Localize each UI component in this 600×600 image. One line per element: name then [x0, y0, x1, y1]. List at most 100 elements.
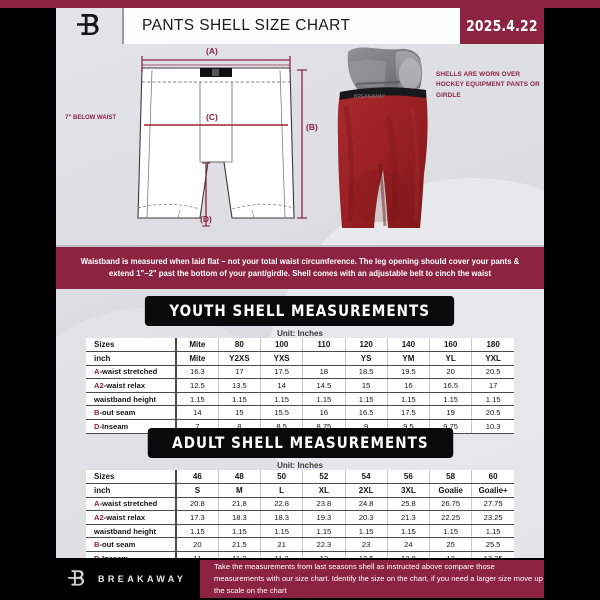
- table-row: inch Mite Y2XS YXS YS YM YL YXL: [86, 351, 514, 366]
- table-cell: YS: [345, 351, 388, 366]
- table-cell: 25: [429, 537, 473, 553]
- header-logo: [56, 8, 122, 44]
- row-label: A2-waist relax: [86, 510, 177, 525]
- table-cell: 1.15: [387, 392, 431, 407]
- table-cell: Mite: [176, 338, 219, 353]
- table-cell: 1.15: [345, 392, 388, 407]
- table-cell: 12: [302, 551, 346, 558]
- table-cell: 17.3: [176, 510, 219, 525]
- table-cell: 18: [302, 365, 346, 380]
- row-label: waistband height: [86, 524, 177, 539]
- table-cell: 160: [429, 338, 473, 353]
- row-label-key: A2: [94, 381, 104, 391]
- adult-unit-label: Unit: Inches: [277, 461, 323, 470]
- table-cell: 24.8: [345, 497, 388, 512]
- table-cell: 46: [176, 470, 219, 485]
- table-row: inch S M L XL 2XL 3XL Goalie Goalie+: [86, 483, 514, 498]
- table-cell: 16.5: [429, 378, 473, 393]
- table-cell: M: [218, 483, 262, 498]
- table-cell: 12.5: [345, 551, 388, 558]
- table-cell: 80: [218, 338, 262, 353]
- table-cell: 15.5: [260, 405, 304, 421]
- table-cell: 1.15: [471, 524, 514, 539]
- table-row: B-out seam 14 15 15.5 16 16.5 17.5 19 20.5: [86, 405, 514, 421]
- table-cell: 17.5: [387, 405, 431, 421]
- diagram-area: 7" BELOW WAIST: [56, 44, 544, 242]
- row-label-key: A: [94, 367, 100, 377]
- page-title: PANTS SHELL SIZE CHART: [142, 17, 351, 34]
- table-cell: 19.3: [302, 510, 346, 525]
- table-cell: 60: [471, 470, 514, 485]
- table-cell: 19.5: [387, 365, 431, 380]
- date-label: 2025.4.22: [466, 17, 538, 35]
- row-label: A2-waist relax: [86, 378, 177, 393]
- table-cell: 54: [345, 470, 388, 485]
- row-label-key: A2: [94, 513, 104, 523]
- table-cell: 1.15: [429, 392, 473, 407]
- table-cell: 24: [387, 537, 431, 553]
- table-cell: 27.75: [471, 497, 514, 512]
- table-cell: 110: [302, 338, 346, 353]
- chart-sheet: PANTS SHELL SIZE CHART 2025.4.22 7" BELO…: [56, 8, 544, 558]
- table-row: D-Inseam1111.311.31212.512.81313.25: [86, 551, 514, 558]
- adult-section-title: ADULT SHELL MEASUREMENTS: [147, 428, 453, 458]
- table-cell: 20: [176, 537, 219, 553]
- table-row: A-waist stretched 16.3 17 17.5 18 18.5 19.5 20 2…: [86, 365, 514, 380]
- row-label-key: A: [94, 499, 100, 509]
- youth-measurements-table: Sizes Mite 80 100 110 120 140 160 180 inch Mite Y2X…: [86, 338, 514, 434]
- row-label: Sizes: [86, 338, 177, 353]
- table-row: waistband height 1.15 1.15 1.15 1.15 1.15 1.15…: [86, 392, 514, 407]
- table-cell: 58: [429, 470, 473, 485]
- table-cell: 50: [260, 470, 304, 485]
- table-cell: 20: [429, 365, 473, 380]
- row-label: waistband height: [86, 392, 177, 407]
- table-cell: 1.15: [218, 392, 262, 407]
- table-cell: 21.5: [218, 537, 262, 553]
- table-cell: 14: [176, 405, 219, 421]
- table-cell: 23.8: [302, 497, 346, 512]
- adult-section-header: ADULT SHELL MEASUREMENTS Unit: Inches: [56, 428, 544, 470]
- diagram-label-d: (D): [200, 214, 212, 224]
- table-cell: 21.8: [218, 497, 262, 512]
- table-cell: Y2XS: [218, 351, 262, 366]
- table-cell: 1.15: [176, 392, 219, 407]
- table-cell: 13.25: [471, 551, 514, 558]
- table-cell: 11.3: [218, 551, 262, 558]
- table-cell: 15: [218, 405, 262, 421]
- diagram-label-a: (A): [206, 46, 218, 56]
- table-row: Sizes Mite 80 100 110 120 140 160 180: [86, 338, 514, 353]
- table-cell: 2XL: [345, 483, 388, 498]
- table-cell: 22.8: [260, 497, 304, 512]
- table-cell: YL: [429, 351, 473, 366]
- table-cell: 12.5: [176, 378, 219, 393]
- breakaway-b-logo-icon: [77, 14, 99, 35]
- youth-table-wrap: Sizes Mite 80 100 110 120 140 160 180 inch Mite Y2X…: [86, 338, 514, 434]
- table-cell: XL: [302, 483, 346, 498]
- top-accent-strip: [0, 0, 600, 8]
- table-cell: 10.3: [471, 419, 514, 434]
- footer-wordmark: BREAKAWAY: [98, 574, 187, 584]
- table-cell: YXL: [471, 351, 514, 366]
- row-label: D-Inseam: [86, 551, 177, 558]
- table-cell: 1.15: [302, 392, 346, 407]
- table-cell: 140: [387, 338, 431, 353]
- row-label: B-out seam: [86, 537, 177, 553]
- shell-outline-svg: [137, 56, 307, 227]
- table-cell: 1.15: [218, 524, 262, 539]
- table-cell: 16: [302, 405, 346, 421]
- table-cell: 1.15: [471, 392, 514, 407]
- table-cell: 56: [387, 470, 431, 485]
- row-label: A-waist stretched: [86, 497, 177, 512]
- table-cell: 25.5: [471, 537, 514, 553]
- shell-product-photo: BREAKAWAY: [328, 46, 438, 236]
- table-row: A2-waist relax 17.3 18.3 18.3 19.3 20.3 21.3 22…: [86, 510, 514, 525]
- table-cell: 18.3: [218, 510, 262, 525]
- table-cell: 18.5: [345, 365, 388, 380]
- table-cell: 17: [218, 365, 262, 380]
- date-badge: 2025.4.22: [460, 8, 544, 44]
- table-cell: 1.15: [387, 524, 431, 539]
- measurement-instruction-text: Waistband is measured when laid flat – n…: [80, 256, 520, 278]
- table-cell: 19: [429, 405, 473, 421]
- breakaway-b-logo-icon: [68, 570, 85, 586]
